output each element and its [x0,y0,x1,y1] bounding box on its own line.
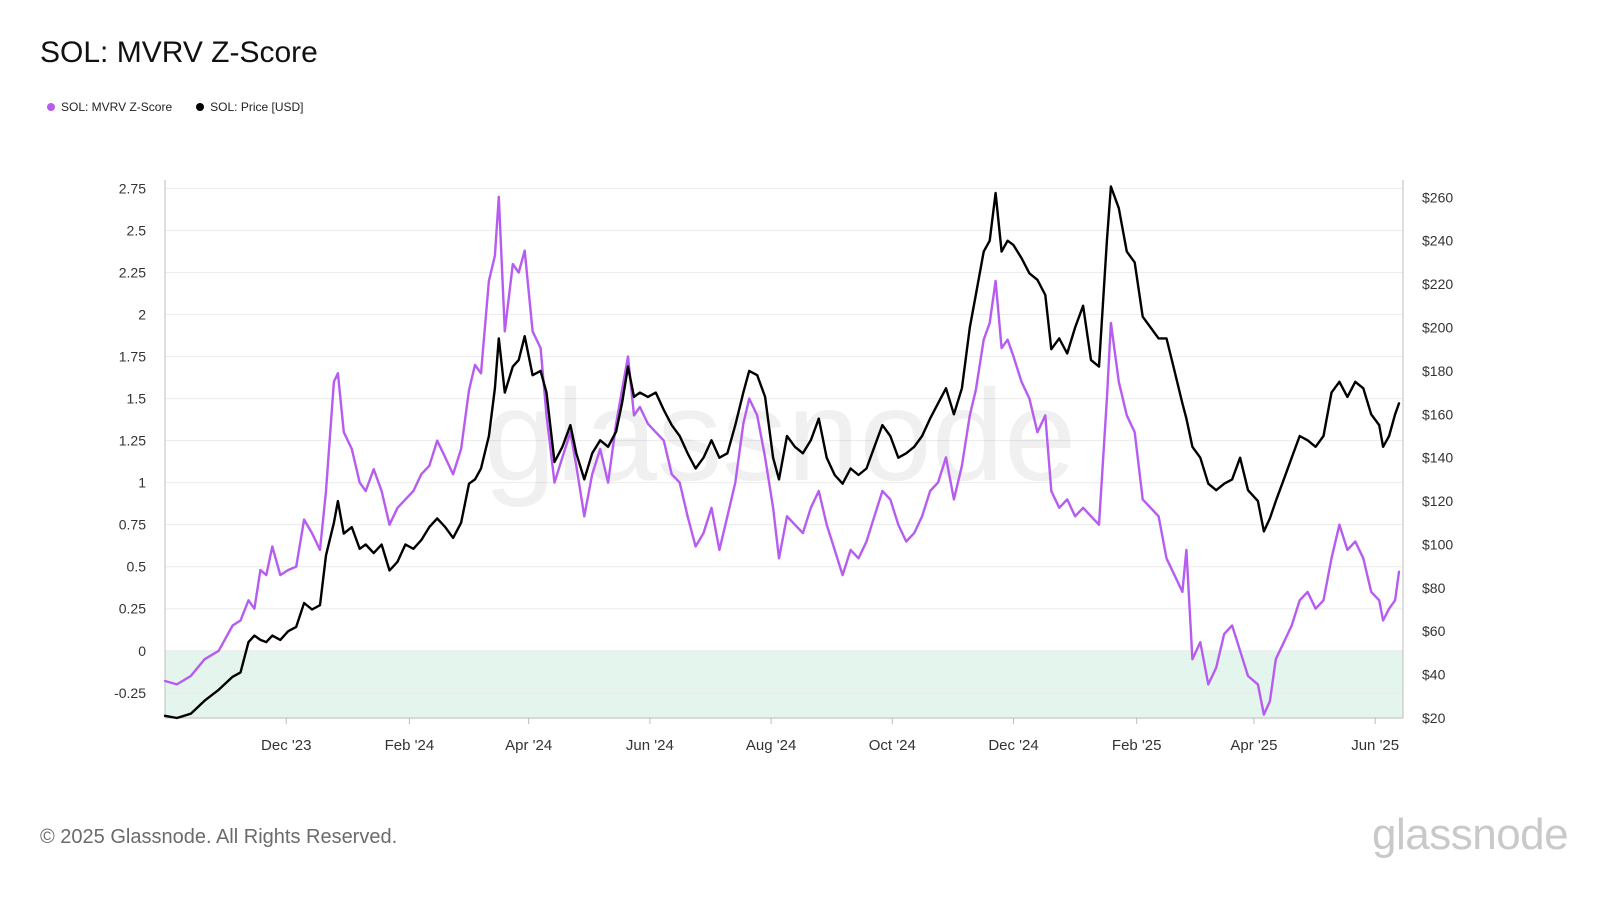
legend-item-zscore[interactable]: SOL: MVRV Z-Score [47,100,172,114]
y-right-tick-label: $80 [1422,580,1446,596]
copyright: © 2025 Glassnode. All Rights Reserved. [40,826,398,848]
y-left-tick-label: 2.5 [127,222,147,238]
y-right-tick-label: $160 [1422,406,1453,422]
y-right-tick-label: $220 [1422,276,1453,292]
x-tick-label: Apr '25 [1230,737,1277,754]
legend-item-price[interactable]: SOL: Price [USD] [196,100,304,114]
legend-dot-price [196,103,205,111]
x-tick-label: Jun '24 [626,737,674,754]
x-tick-label: Oct '24 [869,737,916,754]
x-tick-label: Dec '23 [261,737,311,754]
y-left-tick-label: 1.25 [119,433,146,449]
y-left-tick-label: 0 [138,643,146,659]
y-right-tick-label: $180 [1422,363,1453,379]
legend-label-price: SOL: Price [USD] [210,100,304,114]
chart-title: SOL: MVRV Z-Score [40,36,318,69]
x-tick-label: Feb '25 [1112,737,1162,754]
x-tick-label: Dec '24 [988,737,1038,754]
series-line-price[interactable] [163,185,1401,720]
y-left-tick-label: 2 [138,307,146,323]
below-zero-zone [165,650,1403,718]
y-right-tick-label: $200 [1422,320,1453,336]
y-left-tick-label: 2.75 [119,180,146,196]
legend-dot-zscore [47,103,55,111]
y-left-tick-label: 1.75 [119,349,146,365]
x-tick-label: Aug '24 [746,737,796,754]
legend: SOL: MVRV Z-Score SOL: Price [USD] [47,100,304,114]
y-left-tick-label: 0.5 [127,559,147,575]
y-right-tick-label: $60 [1422,623,1446,639]
x-tick-label: Jun '25 [1351,737,1399,754]
y-right-tick-label: $240 [1422,233,1453,249]
y-right-tick-label: $120 [1422,493,1453,509]
y-left-tick-label: 1 [138,475,146,491]
y-left-tick-label: 0.25 [119,601,146,617]
x-tick-label: Feb '24 [385,737,435,754]
brand-logo: glassnode [1372,810,1569,859]
y-left-tick-label: 1.5 [127,391,147,407]
legend-label-zscore: SOL: MVRV Z-Score [61,100,173,114]
y-right-tick-label: $140 [1422,450,1453,466]
y-left-tick-label: 2.25 [119,264,146,280]
y-right-tick-label: $20 [1422,710,1446,726]
y-left-tick-label: 0.75 [119,517,146,533]
y-right-tick-label: $100 [1422,536,1453,552]
series-line-mvrv-zscore[interactable] [163,195,1401,716]
y-right-tick-label: $40 [1422,667,1446,683]
y-left-tick-label: -0.25 [114,685,146,701]
x-tick-label: Apr '24 [505,737,552,754]
y-right-tick-label: $260 [1422,189,1453,205]
